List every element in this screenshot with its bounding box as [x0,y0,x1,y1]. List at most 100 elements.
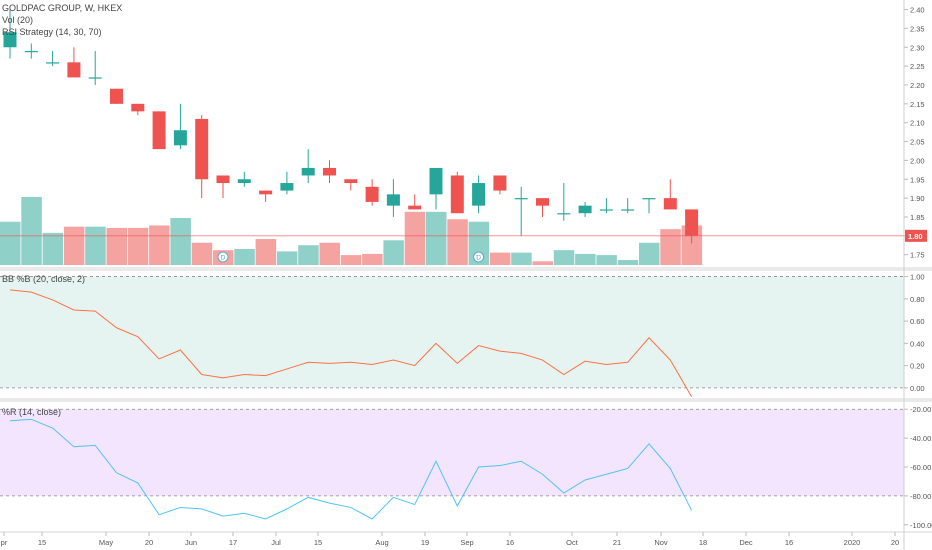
candle-body [408,205,422,210]
volume-bar [127,227,149,265]
grid [0,267,932,533]
volume-bar [426,211,447,265]
x-tick-label: pr [1,538,8,547]
volume-bar [340,255,362,265]
current-price-label: 1.80 [908,232,923,241]
y-tick-label: -40.00 [910,434,931,443]
y-tick-label: 2.35 [910,24,925,33]
volume-bar [42,232,64,265]
volume-bar [0,221,21,265]
y-tick-label: 0.20 [910,362,925,371]
y-tick-label: -60.00 [910,463,931,472]
chart-title[interactable]: GOLDPAC GROUP, W, HKEX [2,3,123,13]
volume-label[interactable]: Vol (20) [2,15,34,25]
dividend-marker-label: D [221,255,226,262]
y-tick-label: 2.25 [910,62,925,71]
candle-body [110,88,123,104]
candle-body [642,198,656,200]
volume-bar [362,253,383,265]
candle-body [578,205,592,214]
y-tick-label: -20.00 [910,405,931,414]
bb-pane[interactable] [0,276,904,398]
bb-band-fill [0,276,904,388]
volume-bar [276,251,298,265]
x-tick-label: May [99,538,113,547]
volume-bar [511,252,532,265]
x-tick-label: Jul [271,538,281,547]
y-tick-label: 2.15 [910,100,925,109]
candle-body [131,103,145,112]
candle-body [599,209,613,211]
wr-legend: %R (14, close) [2,406,61,418]
strategy-label[interactable]: RSI Strategy (14, 30, 70) [2,27,102,37]
main-legend: GOLDPAC GROUP, W, HKEX Vol (20) RSI Stra… [2,2,122,38]
volume-bar [298,245,319,265]
candle-body [237,179,251,184]
x-tick-label: Jun [185,538,197,547]
candle-body [450,175,464,214]
candle-body [259,190,273,195]
x-tick-label: 16 [785,538,793,547]
y-tick-label: 0.80 [910,295,925,304]
bb-title[interactable]: BB %B (20, close, 2) [2,274,86,284]
candle-body [216,175,230,184]
volume-bar [553,250,575,265]
y-tick-label: 1.75 [910,251,925,260]
candle-body [280,183,294,191]
x-tick-label: 2020 [844,538,861,547]
candle-body [429,167,443,195]
candle-body [67,62,81,78]
y-tick-label: 1.85 [910,213,925,222]
wr-title[interactable]: %R (14, close) [2,407,62,417]
x-tick-label: 19 [421,538,429,547]
bb-series-line [9,289,693,398]
y-tick-label: 0.40 [910,339,925,348]
x-tick-label: 18 [699,538,707,547]
candle-body [323,167,336,176]
volume-bar [21,197,42,265]
volume-bar [468,221,490,265]
candle-body [685,209,699,236]
volume-bar [255,239,277,265]
x-tick-label: 20 [891,538,899,547]
wr-band-fill [0,409,904,496]
y-tick-label: 1.00 [910,273,925,282]
volume-bar [596,255,617,265]
bb-legend: BB %B (20, close, 2) [2,273,85,285]
volume-bar [319,242,340,265]
volume-bar [639,242,660,265]
candle-body [472,183,486,206]
candle-body [621,209,635,211]
x-tick-label: Sep [460,538,473,547]
volume-bar [234,248,255,265]
dividend-marker [217,251,229,263]
volume-bar [85,226,106,265]
candle-body [536,198,549,206]
dividend-marker [473,251,485,263]
volume-bar [575,253,596,265]
volume-bar [170,218,191,265]
y-tick-label: -100.00 [910,521,932,530]
candle-body [152,111,166,150]
x-tick-label: 15 [38,538,46,547]
candle-body [365,186,379,202]
candle-body [557,213,571,215]
candle-body [24,51,38,53]
x-tick-label: 20 [145,538,153,547]
candle-body [663,198,677,210]
y-tick-label: 2.30 [910,43,925,52]
candle-body [386,194,400,206]
volume-bar [660,229,681,265]
x-tick-label: Aug [375,538,388,547]
x-tick-label: 15 [314,538,322,547]
volume-bar [404,211,426,265]
y-tick-label: 2.40 [910,6,925,15]
volume-bar [447,219,468,265]
y-tick-label: 1.95 [910,175,925,184]
williams-r-pane[interactable] [0,408,904,520]
y-tick-label: 0.00 [910,384,925,393]
volume-bar [489,252,511,265]
volume-bar [532,261,553,265]
